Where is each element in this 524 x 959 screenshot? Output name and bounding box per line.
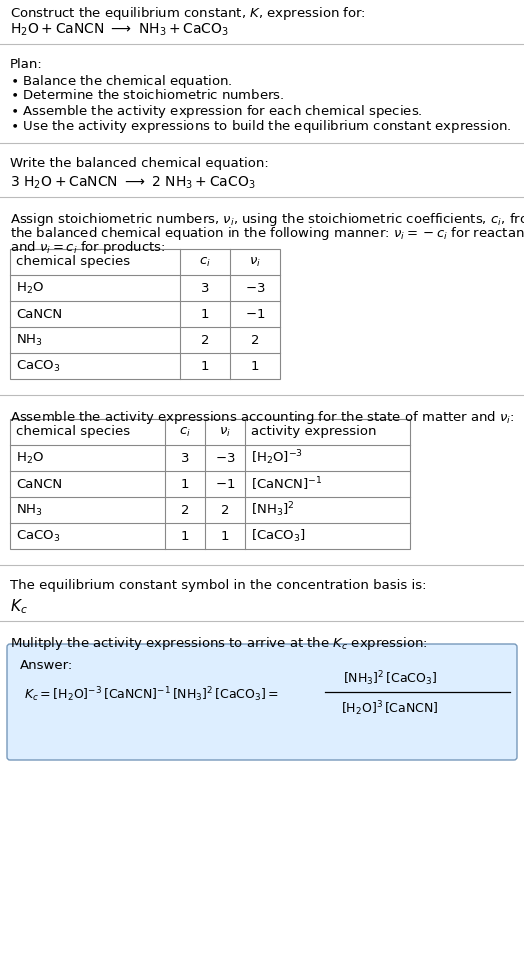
- Text: $\nu_i$: $\nu_i$: [249, 255, 261, 269]
- Text: $\mathrm{H_2O}$: $\mathrm{H_2O}$: [16, 451, 44, 465]
- Text: 1: 1: [221, 529, 230, 543]
- Text: $\mathrm{CaCO_3}$: $\mathrm{CaCO_3}$: [16, 528, 60, 544]
- Text: 1: 1: [251, 360, 259, 372]
- Text: 1: 1: [181, 478, 189, 490]
- Text: $\mathrm{3\ H_2O + CaNCN\ \longrightarrow\ 2\ NH_3 + CaCO_3}$: $\mathrm{3\ H_2O + CaNCN\ \longrightarro…: [10, 175, 256, 192]
- Text: $-3$: $-3$: [245, 282, 265, 294]
- Text: the balanced chemical equation in the following manner: $\nu_i = -c_i$ for react: the balanced chemical equation in the fo…: [10, 225, 524, 242]
- Text: $c_i$: $c_i$: [179, 426, 191, 438]
- Text: Construct the equilibrium constant, $K$, expression for:: Construct the equilibrium constant, $K$,…: [10, 5, 366, 22]
- Text: 1: 1: [181, 529, 189, 543]
- Text: $\mathrm{H_2O}$: $\mathrm{H_2O}$: [16, 280, 44, 295]
- Text: $[\mathrm{CaNCN}]^{-1}$: $[\mathrm{CaNCN}]^{-1}$: [251, 476, 323, 493]
- Text: 2: 2: [201, 334, 209, 346]
- Text: $\mathrm{H_2O + CaNCN\ \longrightarrow\ NH_3 + CaCO_3}$: $\mathrm{H_2O + CaNCN\ \longrightarrow\ …: [10, 22, 229, 38]
- Text: and $\nu_i = c_i$ for products:: and $\nu_i = c_i$ for products:: [10, 239, 166, 256]
- Text: $\bullet$ Use the activity expressions to build the equilibrium constant express: $\bullet$ Use the activity expressions t…: [10, 118, 511, 135]
- Text: $\mathrm{NH_3}$: $\mathrm{NH_3}$: [16, 503, 43, 518]
- Text: $\bullet$ Determine the stoichiometric numbers.: $\bullet$ Determine the stoichiometric n…: [10, 88, 285, 102]
- Text: $K_c$: $K_c$: [10, 597, 28, 616]
- Text: 3: 3: [201, 282, 209, 294]
- Text: $[\mathrm{CaCO_3}]$: $[\mathrm{CaCO_3}]$: [251, 528, 305, 544]
- Text: Plan:: Plan:: [10, 58, 43, 71]
- Text: CaNCN: CaNCN: [16, 478, 62, 490]
- Text: $[\mathrm{H_2O}]^{3}\,[\mathrm{CaNCN}]$: $[\mathrm{H_2O}]^{3}\,[\mathrm{CaNCN}]$: [341, 700, 439, 718]
- Text: $-1$: $-1$: [215, 478, 235, 490]
- Bar: [10, 419, 410, 549]
- Text: 1: 1: [201, 308, 209, 320]
- Text: $\bullet$ Balance the chemical equation.: $\bullet$ Balance the chemical equation.: [10, 73, 233, 90]
- FancyBboxPatch shape: [7, 644, 517, 760]
- Text: $-1$: $-1$: [245, 308, 265, 320]
- Text: chemical species: chemical species: [16, 426, 130, 438]
- Bar: [10, 249, 280, 379]
- Text: $\nu_i$: $\nu_i$: [219, 426, 231, 438]
- Text: Answer:: Answer:: [20, 659, 73, 672]
- Text: $-3$: $-3$: [215, 452, 235, 464]
- Text: 1: 1: [201, 360, 209, 372]
- Text: activity expression: activity expression: [251, 426, 377, 438]
- Text: Write the balanced chemical equation:: Write the balanced chemical equation:: [10, 157, 269, 170]
- Text: Assemble the activity expressions accounting for the state of matter and $\nu_i$: Assemble the activity expressions accoun…: [10, 409, 515, 426]
- Text: $K_c = [\mathrm{H_2O}]^{-3}\,[\mathrm{CaNCN}]^{-1}\,[\mathrm{NH_3}]^{2}\,[\mathr: $K_c = [\mathrm{H_2O}]^{-3}\,[\mathrm{Ca…: [24, 686, 279, 704]
- Text: Assign stoichiometric numbers, $\nu_i$, using the stoichiometric coefficients, $: Assign stoichiometric numbers, $\nu_i$, …: [10, 211, 524, 228]
- Text: 3: 3: [181, 452, 189, 464]
- Text: $\bullet$ Assemble the activity expression for each chemical species.: $\bullet$ Assemble the activity expressi…: [10, 103, 423, 120]
- Text: 2: 2: [251, 334, 259, 346]
- Text: CaNCN: CaNCN: [16, 308, 62, 320]
- Text: $[\mathrm{H_2O}]^{-3}$: $[\mathrm{H_2O}]^{-3}$: [251, 449, 303, 467]
- Text: $c_i$: $c_i$: [199, 255, 211, 269]
- Text: The equilibrium constant symbol in the concentration basis is:: The equilibrium constant symbol in the c…: [10, 579, 427, 592]
- Text: $[\mathrm{NH_3}]^{2}\,[\mathrm{CaCO_3}]$: $[\mathrm{NH_3}]^{2}\,[\mathrm{CaCO_3}]$: [343, 669, 437, 689]
- Text: 2: 2: [221, 503, 230, 517]
- Text: $[\mathrm{NH_3}]^{2}$: $[\mathrm{NH_3}]^{2}$: [251, 501, 294, 520]
- Text: $\mathrm{CaCO_3}$: $\mathrm{CaCO_3}$: [16, 359, 60, 374]
- Text: $\mathrm{NH_3}$: $\mathrm{NH_3}$: [16, 333, 43, 347]
- Text: chemical species: chemical species: [16, 255, 130, 269]
- Text: Mulitply the activity expressions to arrive at the $K_c$ expression:: Mulitply the activity expressions to arr…: [10, 635, 428, 652]
- Text: 2: 2: [181, 503, 189, 517]
